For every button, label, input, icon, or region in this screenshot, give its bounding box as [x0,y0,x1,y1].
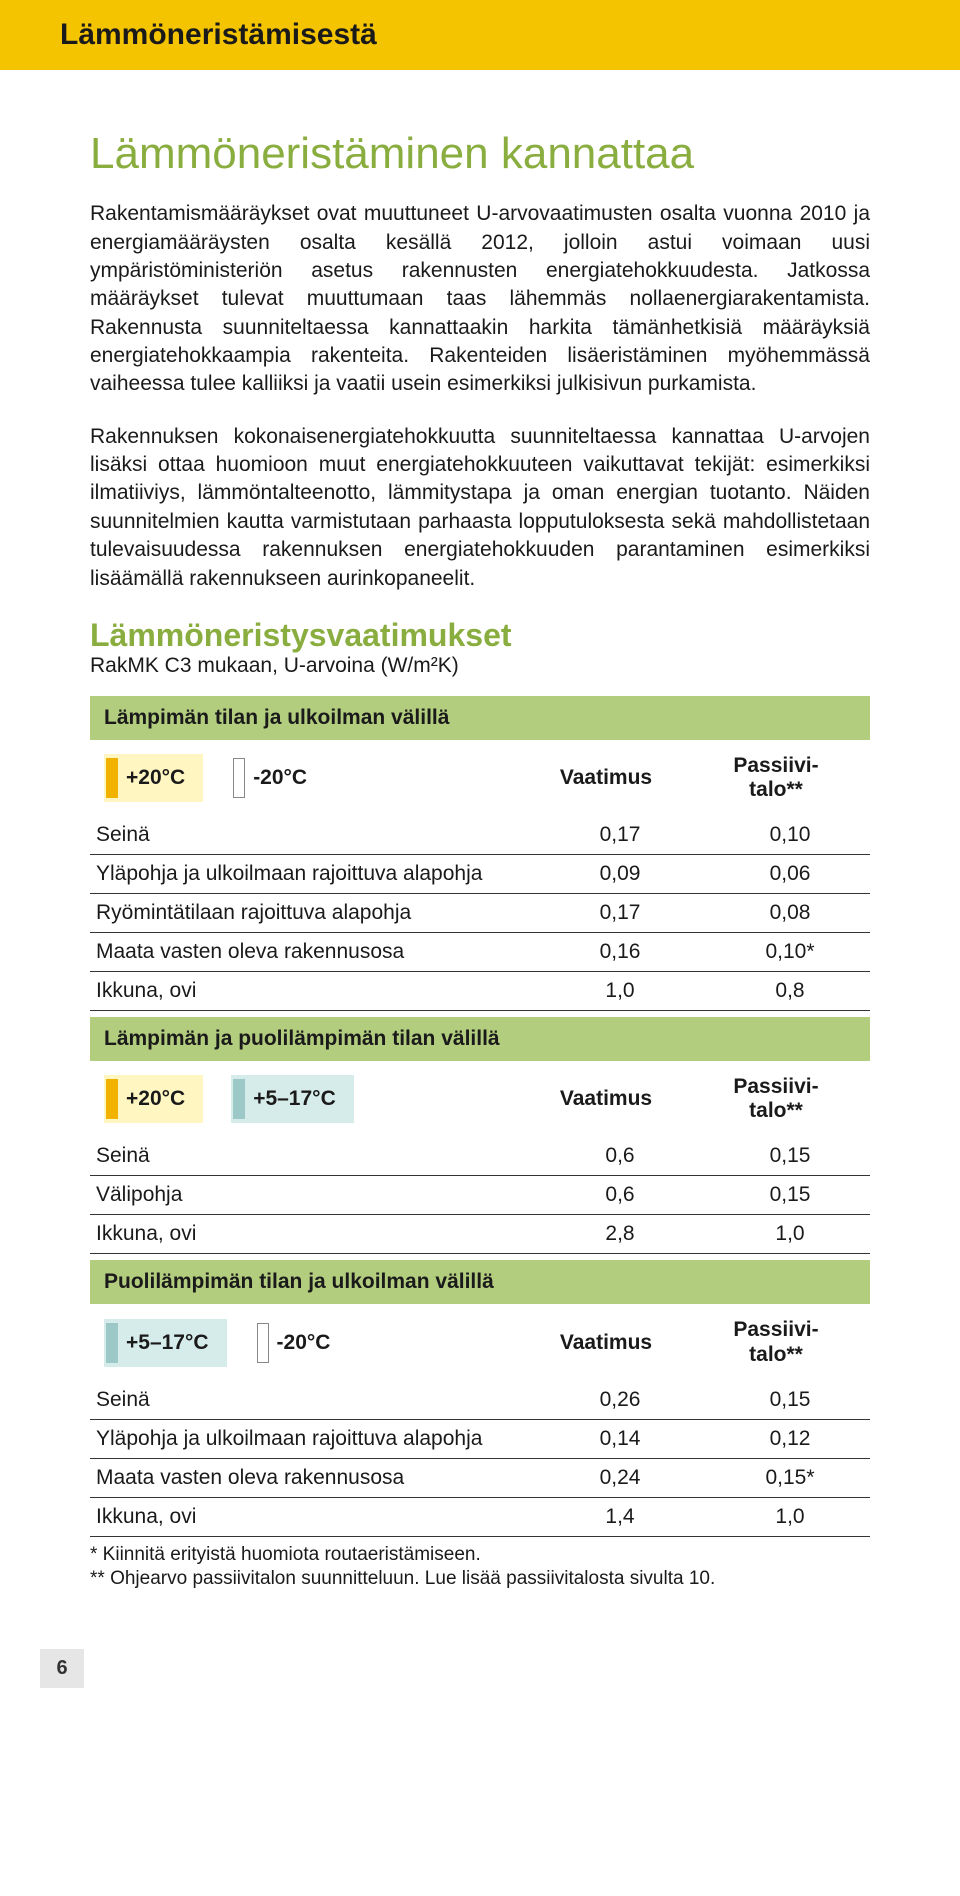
table-row: Yläpohja ja ulkoilmaan rajoittuva alapoh… [90,855,870,894]
temp-chip: +20°C [104,1075,203,1123]
temp-chip-bar [106,758,118,798]
table-row: Maata vasten oleva rakennusosa0,160,10* [90,933,870,972]
table-row: Välipohja0,60,15 [90,1176,870,1215]
row-passiivi: 1,0 [710,1497,870,1536]
table-row: Maata vasten oleva rakennusosa0,240,15* [90,1458,870,1497]
page: Lämmöneristämisestä Lämmöneristäminen ka… [0,0,960,1712]
temp-chip: -20°C [231,754,325,802]
temp-chip-bar [257,1323,269,1363]
requirements-table: Seinä0,60,15Välipohja0,60,15Ikkuna, ovi2… [90,1137,870,1254]
column-header-vaatimus: Vaatimus [516,1087,696,1111]
row-vaatimus: 0,6 [530,1176,710,1215]
row-label: Yläpohja ja ulkoilmaan rajoittuva alapoh… [90,1419,530,1458]
temp-chip-bar [233,758,245,798]
temp-chip: -20°C [255,1319,349,1367]
column-header-passiivi: Passiivi-talo** [696,1075,856,1123]
footnote-2: ** Ohjearvo passiivitalon suunnitteluun.… [90,1567,870,1592]
temp-chip-label: +5–17°C [253,1087,336,1110]
temp-chip-label: -20°C [277,1331,331,1354]
row-vaatimus: 0,26 [530,1381,710,1420]
section-band: Lämpimän ja puolilämpimän tilan välillä [90,1017,870,1061]
requirements-subtitle: RakMK C3 mukaan, U-arvoina (W/m²K) [90,654,870,678]
paragraph-1: Rakentamismääräykset ovat muuttuneet U-a… [90,200,870,398]
requirements-sections: Lämpimän tilan ja ulkoilman välillä+20°C… [90,696,870,1537]
column-header-passiivi: Passiivi-talo** [696,1318,856,1366]
table-row: Seinä0,60,15 [90,1137,870,1176]
row-vaatimus: 0,6 [530,1137,710,1176]
row-label: Maata vasten oleva rakennusosa [90,933,530,972]
temp-header-row: +20°C -20°C VaatimusPassiivi-talo** [90,740,870,816]
row-vaatimus: 0,14 [530,1419,710,1458]
row-vaatimus: 0,24 [530,1458,710,1497]
row-passiivi: 0,15 [710,1137,870,1176]
temp-chip: +5–17°C [231,1075,354,1123]
temp-chip: +5–17°C [104,1319,227,1367]
section-band: Lämpimän tilan ja ulkoilman välillä [90,696,870,740]
temp-header-row: +5–17°C -20°C VaatimusPassiivi-talo** [90,1304,870,1380]
row-passiivi: 0,08 [710,894,870,933]
table-row: Ryömintätilaan rajoittuva alapohja0,170,… [90,894,870,933]
row-vaatimus: 0,09 [530,855,710,894]
row-passiivi: 0,15 [710,1176,870,1215]
row-vaatimus: 2,8 [530,1215,710,1254]
temp-chip: +20°C [104,754,203,802]
row-label: Seinä [90,1381,530,1420]
row-label: Seinä [90,816,530,855]
row-vaatimus: 1,4 [530,1497,710,1536]
footnote-1: * Kiinnitä erityistä huomiota routaerist… [90,1543,870,1568]
temp-chip-label: -20°C [253,766,307,789]
temp-chip-label: +20°C [126,1087,185,1110]
table-row: Ikkuna, ovi1,00,8 [90,972,870,1011]
temp-chip-label: +5–17°C [126,1331,209,1354]
temp-header-row: +20°C +5–17°C VaatimusPassiivi-talo** [90,1061,870,1137]
temp-chip-bar [106,1323,118,1363]
row-label: Yläpohja ja ulkoilmaan rajoittuva alapoh… [90,855,530,894]
page-number: 6 [40,1649,84,1688]
row-label: Ikkuna, ovi [90,1497,530,1536]
temp-chip-bar [106,1079,118,1119]
row-passiivi: 1,0 [710,1215,870,1254]
row-passiivi: 0,12 [710,1419,870,1458]
column-header-passiivi: Passiivi-talo** [696,754,856,802]
row-passiivi: 0,06 [710,855,870,894]
row-label: Välipohja [90,1176,530,1215]
table-row: Seinä0,170,10 [90,816,870,855]
table-row: Ikkuna, ovi1,41,0 [90,1497,870,1536]
table-row: Ikkuna, ovi2,81,0 [90,1215,870,1254]
row-label: Maata vasten oleva rakennusosa [90,1458,530,1497]
temp-chip-bar [233,1079,245,1119]
requirements-table: Seinä0,260,15Yläpohja ja ulkoilmaan rajo… [90,1381,870,1537]
temp-chip-label: +20°C [126,766,185,789]
requirements-table: Seinä0,170,10Yläpohja ja ulkoilmaan rajo… [90,816,870,1011]
requirements-title: Lämmöneristysvaatimukset [90,617,870,654]
row-passiivi: 0,15 [710,1381,870,1420]
content: Lämmöneristäminen kannattaa Rakentamismä… [0,70,960,1622]
column-header-vaatimus: Vaatimus [516,766,696,790]
row-label: Ikkuna, ovi [90,1215,530,1254]
row-label: Ryömintätilaan rajoittuva alapohja [90,894,530,933]
table-row: Seinä0,260,15 [90,1381,870,1420]
section-band: Puolilämpimän tilan ja ulkoilman välillä [90,1260,870,1304]
header-bar: Lämmöneristämisestä [0,0,960,70]
row-vaatimus: 0,17 [530,816,710,855]
column-header-vaatimus: Vaatimus [516,1331,696,1355]
row-label: Seinä [90,1137,530,1176]
row-passiivi: 0,8 [710,972,870,1011]
row-label: Ikkuna, ovi [90,972,530,1011]
row-passiivi: 0,10* [710,933,870,972]
row-passiivi: 0,10 [710,816,870,855]
row-vaatimus: 0,16 [530,933,710,972]
row-vaatimus: 0,17 [530,894,710,933]
row-vaatimus: 1,0 [530,972,710,1011]
header-title: Lämmöneristämisestä [60,18,960,52]
paragraph-2: Rakennuksen kokonaisenergiatehokkuutta s… [90,423,870,593]
main-title: Lämmöneristäminen kannattaa [90,130,870,178]
row-passiivi: 0,15* [710,1458,870,1497]
footnotes: * Kiinnitä erityistä huomiota routaerist… [90,1543,870,1592]
table-row: Yläpohja ja ulkoilmaan rajoittuva alapoh… [90,1419,870,1458]
